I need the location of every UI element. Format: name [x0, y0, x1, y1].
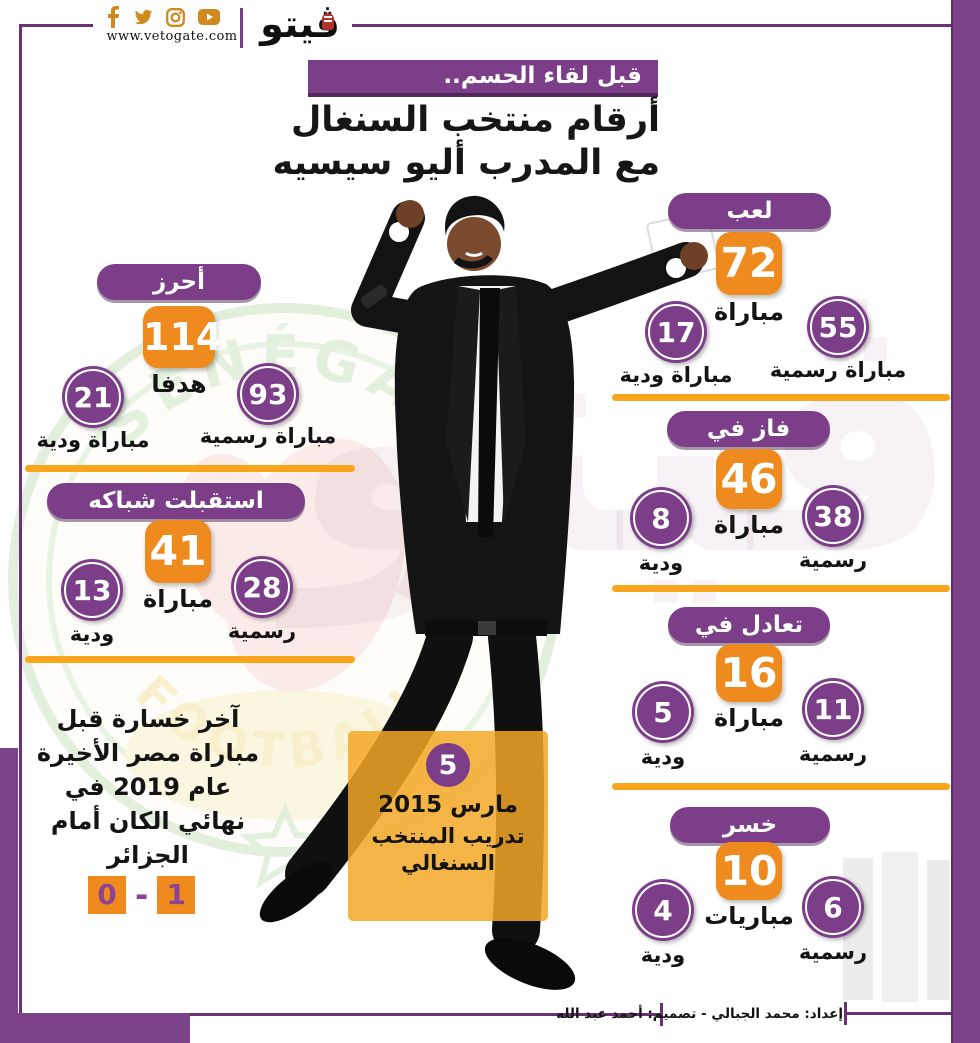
group-played-friendly-label: مباراة ودية	[619, 363, 733, 387]
group-won-friendly-value: 8	[630, 487, 692, 549]
main-title-line1: أرقام منتخب السنغال	[290, 100, 660, 140]
group-conceded-official-label: رسمية	[227, 619, 297, 643]
facebook-icon[interactable]	[105, 6, 121, 28]
group-drew-official-value: 11	[802, 678, 864, 740]
appointment-role-line2: السنغالي	[401, 851, 495, 875]
group-won-official-label: رسمية	[798, 548, 868, 572]
separator-line	[25, 656, 355, 663]
score-right-box: 1	[157, 876, 196, 914]
appointment-day: 5	[426, 743, 470, 787]
group-drew-friendly-value: 5	[632, 681, 694, 743]
group-conceded-official-value: 28	[231, 556, 293, 618]
group-scored-total: 114	[143, 306, 222, 368]
last-loss-line: نهائي الكان أمام	[50, 807, 246, 835]
frame-left-line	[19, 24, 22, 1015]
appointment-box: 5 مارس 2015 تدريب المنتخب السنغالي	[348, 731, 548, 921]
separator-line	[612, 394, 950, 401]
background-bleacher-shape	[882, 852, 918, 1002]
group-played-total-label: مباراة	[714, 298, 784, 326]
background-bleacher-shape	[927, 860, 949, 1000]
group-conceded-total-label: مباراة	[143, 585, 213, 613]
group-conceded-friendly-value: 13	[61, 559, 123, 621]
group-drew-total: 16	[716, 644, 782, 702]
group-lost-friendly-label: ودية	[640, 943, 686, 967]
last-loss-line: عام 2019 في	[64, 773, 232, 801]
twitter-icon[interactable]	[132, 6, 154, 28]
frame-bottom-tick-right	[844, 1002, 847, 1025]
group-conceded-friendly-label: ودية	[69, 622, 115, 646]
group-lost-official-value: 6	[802, 876, 864, 938]
appointment-date: مارس 2015	[378, 792, 518, 818]
youtube-icon[interactable]	[197, 7, 221, 27]
bottom-left-bar-vertical	[0, 748, 18, 1043]
microphone-icon	[322, 13, 334, 30]
group-conceded-title: استقبلت شباكه	[47, 483, 305, 519]
group-conceded-total: 41	[145, 520, 211, 583]
separator-line	[612, 783, 950, 790]
group-lost-total-label: مباريات	[704, 902, 794, 930]
group-drew-official-label: رسمية	[798, 742, 868, 766]
group-played-friendly-value: 17	[645, 301, 707, 363]
group-won-official-value: 38	[802, 485, 864, 547]
group-scored-title: أحرز	[97, 264, 261, 300]
last-loss-line: الجزائر	[107, 841, 189, 869]
group-drew-title: تعادل في	[668, 607, 830, 643]
footer-credits: إعداد: محمد الجبالي - تصميم: أحمد عبد ال…	[556, 1006, 843, 1022]
group-scored-total-label: هدفا	[151, 370, 207, 398]
group-drew-friendly-label: ودية	[640, 745, 686, 769]
group-won-total: 46	[716, 449, 782, 509]
instagram-icon[interactable]	[165, 7, 186, 28]
bottom-left-bar-horizontal	[0, 1013, 190, 1043]
score-dash: -	[135, 876, 149, 914]
separator-line	[612, 585, 950, 592]
main-title-line2: مع المدرب أليو سيسيه	[272, 143, 660, 183]
frame-top-left-line	[19, 24, 93, 27]
veto-logo[interactable]: ڤيتو	[250, 2, 350, 46]
group-scored-official-value: 93	[237, 363, 299, 425]
separator-line	[25, 465, 355, 472]
group-lost-official-label: رسمية	[798, 940, 868, 964]
header-divider	[240, 8, 243, 48]
group-scored-friendly-label: مباراة ودية	[36, 428, 150, 452]
group-drew-total-label: مباراة	[714, 704, 784, 732]
last-loss-score: 0 - 1	[88, 876, 208, 914]
score-left-box: 0	[88, 876, 126, 914]
group-won-total-label: مباراة	[714, 511, 784, 539]
right-side-bar	[951, 0, 980, 1043]
social-icons-bar	[105, 5, 240, 29]
group-played-official-value: 55	[807, 296, 869, 358]
group-won-friendly-label: ودية	[638, 551, 684, 575]
last-loss-line: آخر خسارة قبل	[56, 705, 240, 733]
frame-bottom-line-left	[190, 1013, 662, 1016]
group-played-official-label: مباراة رسمية	[769, 358, 907, 382]
group-scored-friendly-value: 21	[62, 366, 124, 428]
appointment-role-line1: تدريب المنتخب	[371, 824, 525, 848]
last-loss-line: مباراة مصر الأخيرة	[36, 739, 260, 767]
group-lost-total: 10	[716, 842, 782, 900]
group-lost-title: خسر	[670, 807, 830, 843]
group-played-total: 72	[716, 232, 782, 295]
kicker-banner: قبل لقاء الحسم..	[308, 60, 658, 97]
group-played-title: لعب	[668, 193, 831, 229]
frame-bottom-line-right	[846, 1012, 951, 1015]
frame-bottom-tick-left	[660, 1003, 663, 1026]
group-won-title: فاز في	[667, 411, 830, 447]
frame-top-right-line	[352, 24, 952, 27]
website-url[interactable]: www.vetogate.com	[106, 29, 238, 44]
group-scored-official-label: مباراة رسمية	[199, 424, 337, 448]
last-loss-text: آخر خسارة قبل مباراة مصر الأخيرة عام 201…	[28, 702, 268, 872]
group-lost-friendly-value: 4	[632, 879, 694, 941]
